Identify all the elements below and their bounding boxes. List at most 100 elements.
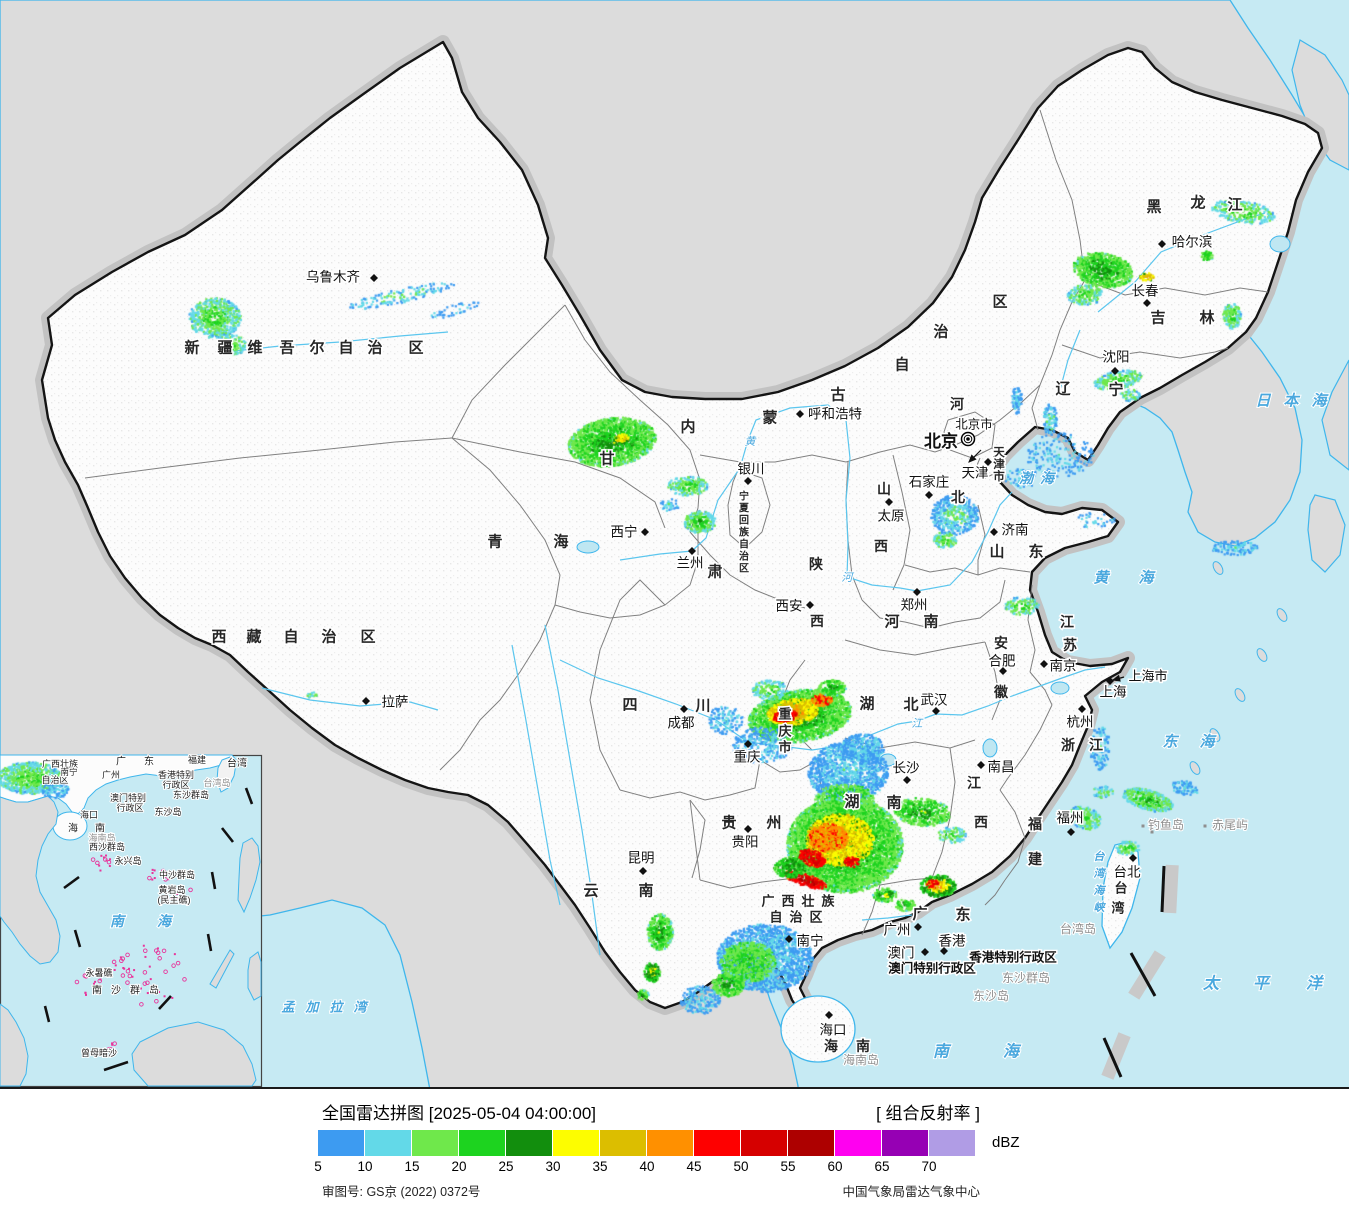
province-label: 广 xyxy=(912,904,927,922)
province-label: 海 xyxy=(824,1038,838,1054)
city-label: 天津 xyxy=(962,466,989,481)
province-label: 南 xyxy=(638,881,653,899)
inset-island-dot xyxy=(111,1042,114,1045)
province-label: 内 xyxy=(680,417,695,435)
city-label: 上海 xyxy=(1100,685,1127,700)
city-marker xyxy=(1040,660,1048,668)
province-label: 四 xyxy=(622,696,637,713)
sea-label: 本 xyxy=(1283,392,1300,409)
inset-island-ring xyxy=(97,978,103,984)
province-label: 河 xyxy=(950,396,964,412)
province-label: 自 xyxy=(894,355,909,373)
city-label: 杭州 xyxy=(1067,715,1094,730)
province-label: 南 xyxy=(886,793,901,811)
small-island-mark xyxy=(1203,824,1207,828)
inset-island-ring xyxy=(142,970,148,975)
color-scale-ticks: 5 10 15 20 25 30 35 40 45 50 55 60 65 70 xyxy=(314,1159,976,1175)
city-label: 成都 xyxy=(668,716,695,731)
province-label: 区 xyxy=(992,293,1007,310)
province-label: 北 xyxy=(903,696,918,713)
city-marker xyxy=(744,740,752,748)
city-marker xyxy=(999,667,1007,675)
province-label: 江 xyxy=(1227,195,1242,213)
inset-island-ring xyxy=(106,1046,112,1052)
inset-island-dot xyxy=(167,898,170,901)
sea-label: 黄 xyxy=(1093,569,1110,586)
legend-swatch xyxy=(929,1130,975,1156)
city-marker xyxy=(932,707,940,715)
inset-label: 福建 xyxy=(188,754,206,765)
city-label: 南昌 xyxy=(988,760,1015,775)
radar-echo-canvas xyxy=(0,0,1349,1087)
city-label: 乌鲁木齐 xyxy=(306,270,360,285)
province-label: 东 xyxy=(1028,542,1043,560)
inset-label: 永暑礁 xyxy=(85,967,112,978)
province-label: 自 xyxy=(739,538,749,551)
inset-island-ring xyxy=(139,1002,144,1007)
sea-label: 太 xyxy=(1202,975,1221,993)
inset-island-dot xyxy=(102,856,105,859)
province-label: 东 xyxy=(955,905,970,923)
province-label: 区 xyxy=(739,563,749,575)
city-marker xyxy=(744,477,752,485)
inset-island-dot xyxy=(173,953,176,956)
inset-island-ring xyxy=(154,998,159,1004)
city-marker xyxy=(913,588,921,596)
province-label: 山 xyxy=(877,481,891,497)
province-label: 肃 xyxy=(707,562,722,580)
province-label: 治 xyxy=(321,627,336,645)
province-label: 安 xyxy=(994,635,1008,651)
inset-label: 海口 xyxy=(80,809,98,820)
inset-island-dot xyxy=(171,996,174,999)
inset-island-ring xyxy=(125,980,130,985)
inset-island-ring xyxy=(90,857,96,862)
inset-island-dot xyxy=(119,956,122,959)
city-label: 西宁 xyxy=(611,524,638,540)
inset-island-ring xyxy=(112,1041,117,1046)
inset-island-dot xyxy=(156,947,159,950)
sea-label: 东 xyxy=(1162,732,1179,750)
sea-label: 平 xyxy=(1253,976,1271,993)
province-label: 宁 xyxy=(739,490,749,503)
province-label: 湖 xyxy=(844,793,859,810)
province-label: 浙 xyxy=(1061,737,1075,753)
legend-swatch xyxy=(741,1130,787,1156)
province-label: 古 xyxy=(830,385,845,403)
inset-label: 东 xyxy=(144,755,154,768)
inset-island-dot xyxy=(153,877,156,880)
color-scale xyxy=(318,1130,976,1156)
sea-label: 峡 xyxy=(1094,901,1107,914)
province-label: 南 xyxy=(923,612,938,630)
province-label: 自 xyxy=(769,910,782,925)
province-label: 北 xyxy=(951,489,965,505)
inset-label: 南 xyxy=(92,984,102,997)
inset-island-ring xyxy=(111,959,117,965)
city-label: 西安 xyxy=(776,599,803,614)
province-label: 台 xyxy=(1114,881,1127,896)
city-marker xyxy=(1143,299,1151,307)
inset-label: 南宁 xyxy=(60,767,77,777)
inset-island-dot xyxy=(99,869,102,872)
city-label: 贵阳 xyxy=(732,835,759,850)
province-label: 龙 xyxy=(1189,193,1205,211)
legend-tick: 35 xyxy=(592,1159,608,1174)
sea-label: 加 xyxy=(304,1000,320,1015)
inset-island-ring xyxy=(179,896,184,902)
inset-label: 南 xyxy=(110,913,127,929)
sea-label: 拉 xyxy=(329,1000,344,1015)
province-label: 西 xyxy=(874,538,888,554)
inset-island-dot xyxy=(105,854,108,857)
inset-island-dot xyxy=(148,965,151,968)
city-marker xyxy=(914,923,922,931)
city-marker xyxy=(903,776,911,784)
island-label: 东沙岛 xyxy=(973,988,1009,1003)
province-label: 徽 xyxy=(993,684,1009,700)
inset-island-ring xyxy=(74,979,80,985)
city-label: 澳门特别行政区 xyxy=(888,960,976,975)
inset-label: 行政区 xyxy=(116,802,143,813)
sea-label: 海 xyxy=(1040,470,1057,486)
city-label: 广州 xyxy=(884,923,911,938)
province-label: 江 xyxy=(1089,737,1103,753)
inset-island-ring xyxy=(163,877,168,882)
